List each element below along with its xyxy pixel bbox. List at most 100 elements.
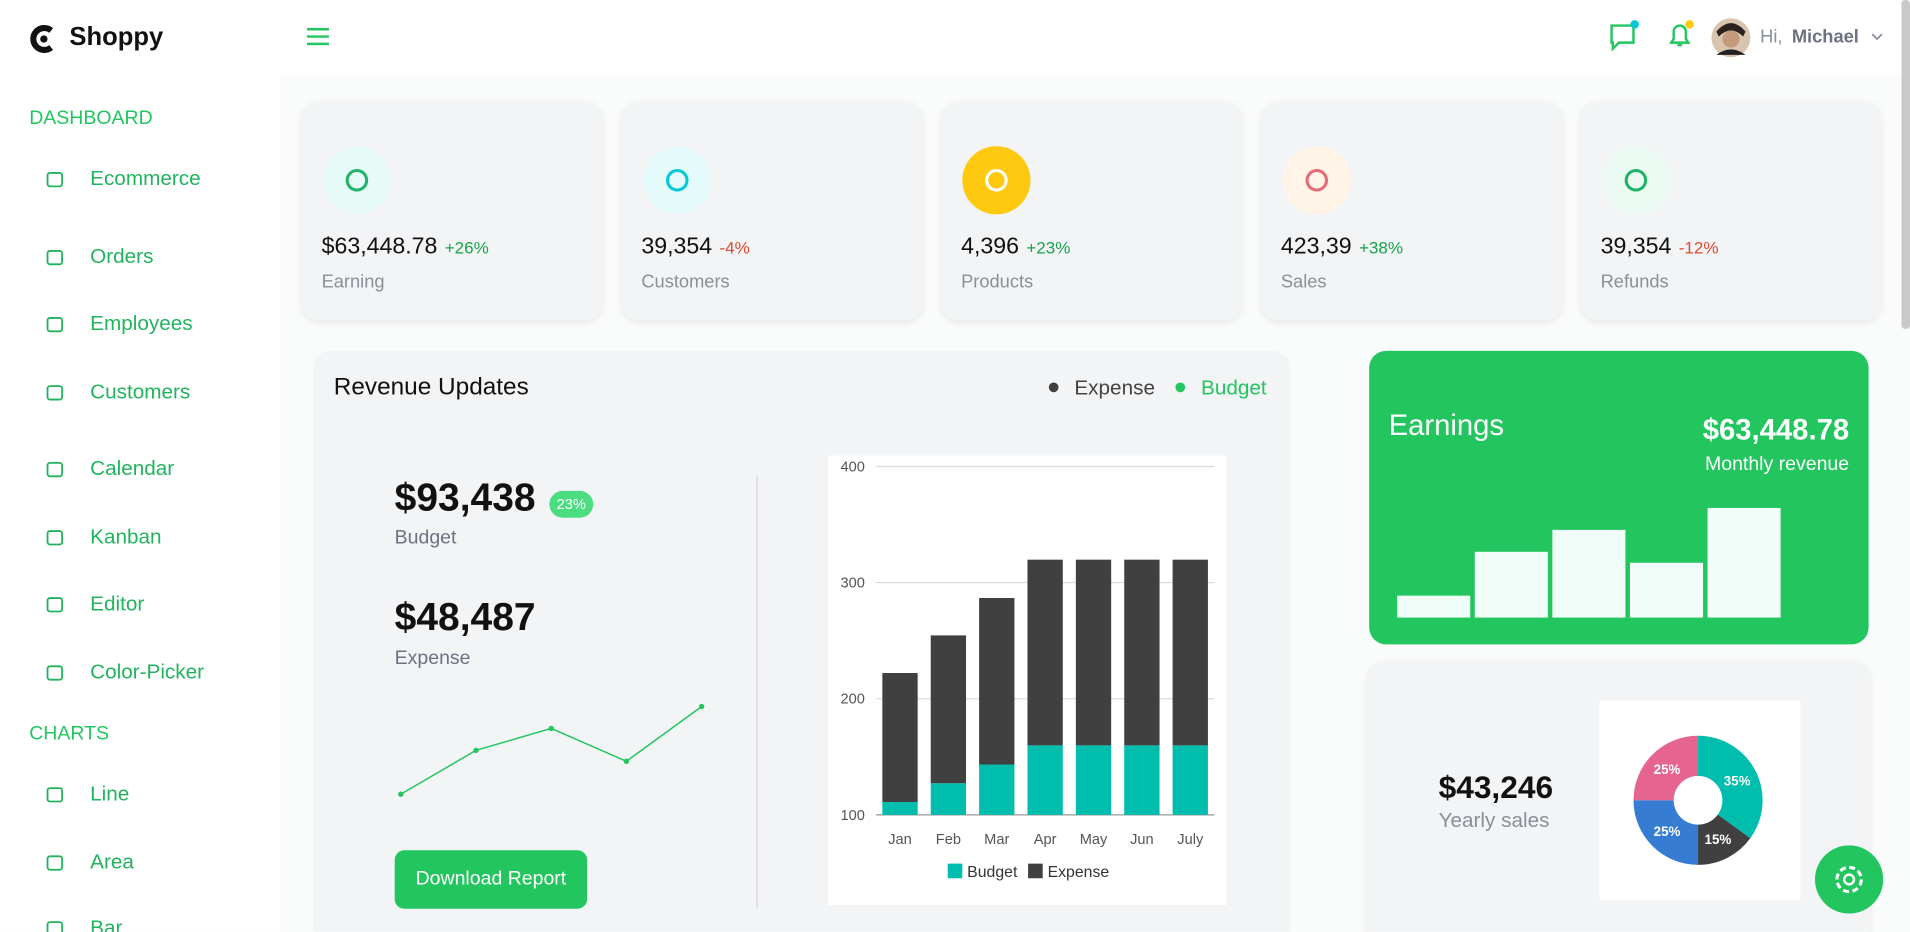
stat-value: 39,354 [1600, 233, 1672, 260]
icon-shape [46, 855, 64, 871]
stat-card: 39,354 -4% Customers [621, 101, 922, 321]
sparkline [398, 703, 705, 797]
stat-label: Sales [1280, 271, 1327, 293]
stat-icon [322, 146, 392, 215]
stat-row: 4,396 +23% [961, 234, 1070, 261]
nav-icon [46, 787, 64, 803]
nav-item[interactable]: Editor [90, 592, 145, 616]
bar-segment [1075, 559, 1112, 746]
scrollbar[interactable] [1901, 0, 1910, 329]
icon-bg [322, 146, 392, 215]
stat-change: +26% [444, 237, 489, 258]
icon-shape [46, 530, 64, 546]
sparkline-point [548, 725, 554, 732]
notification-button[interactable] [1665, 18, 1697, 52]
section-title: CHARTS [29, 723, 110, 745]
legend-dot [1175, 382, 1186, 393]
user-dropdown[interactable] [1871, 32, 1883, 42]
bar-segment [930, 783, 967, 815]
sparkline-point [623, 758, 630, 764]
nav-item[interactable]: Color-Picker [90, 660, 205, 684]
bar-segment [979, 764, 1015, 815]
user-name[interactable]: Michael [1791, 26, 1859, 48]
nav-item[interactable]: Bar [90, 916, 123, 932]
pie-slice [1698, 735, 1763, 839]
stat-change: +23% [1026, 237, 1071, 258]
nav-item[interactable]: Kanban [90, 525, 162, 549]
stat-icon [642, 146, 711, 215]
x-tick-label: Jun [1130, 832, 1154, 848]
menu-button[interactable] [306, 26, 330, 48]
stat-card: 423,39 +38% Sales [1261, 101, 1562, 321]
bar-segment [1075, 745, 1112, 815]
nav-item[interactable]: Line [90, 782, 130, 806]
yearly-amount: $43,246 [1438, 768, 1554, 806]
bar-segment [1027, 559, 1063, 746]
icon-glyph [345, 169, 369, 192]
stat-value: 4,396 [961, 233, 1020, 260]
nav-icon [46, 385, 64, 401]
bar-segment [1124, 559, 1160, 746]
icon-shape [46, 597, 64, 613]
stat-label: Products [961, 271, 1034, 293]
x-tick-label: Feb [936, 832, 961, 848]
yearly-pie: 35% 15% 25% 25% [1599, 700, 1801, 901]
legend-label: Budget [1201, 376, 1267, 400]
icon-shape [46, 317, 64, 333]
earnings-amount: $63,448.78 [1702, 414, 1850, 448]
earnings-subtitle: Monthly revenue [1704, 454, 1850, 476]
earnings-bar [1629, 562, 1704, 618]
nav-icon [46, 250, 64, 266]
pie-slice [1633, 800, 1699, 865]
stat-row: $63,448.78 +26% [322, 234, 489, 261]
icon-bg [1282, 146, 1351, 215]
icon-shape [46, 665, 64, 681]
earnings-bar [1397, 595, 1471, 618]
sparkline-point [698, 703, 705, 710]
bar-segment [882, 802, 918, 815]
nav-item[interactable]: Customers [90, 380, 191, 404]
bars [882, 559, 1208, 815]
icon-shape [46, 385, 64, 401]
stat-row: 423,39 +38% [1281, 234, 1403, 261]
nav-item[interactable]: Orders [90, 244, 154, 268]
icon-glyph [1624, 169, 1648, 192]
legend-label: Expense [1048, 864, 1110, 881]
y-tick-label: 200 [840, 692, 864, 708]
nav-icon [46, 317, 64, 333]
bar-segment [1027, 745, 1063, 815]
budget-badge: 23% [549, 490, 594, 518]
nav-item[interactable]: Area [90, 850, 134, 874]
revenue-chart: 100 200 300 400 Jan Feb Mar Apr May Jun July Budget… [828, 455, 1227, 906]
nav-icon [46, 665, 64, 681]
stat-label: Customers [641, 271, 730, 293]
pie-slice [1698, 814, 1751, 865]
x-tick-label: Jan [888, 832, 912, 848]
bar-segment [1124, 745, 1160, 815]
earnings-bar [1474, 551, 1548, 618]
download-button[interactable]: Download Report [394, 850, 588, 909]
icon-glyph [1304, 169, 1328, 192]
stat-label: Refunds [1600, 271, 1669, 293]
stat-card: 39,354 -12% Refunds [1581, 101, 1881, 321]
pie-label: 25% [1654, 762, 1681, 777]
legend-icon [947, 863, 963, 879]
nav-item[interactable]: Employees [90, 311, 193, 335]
chat-button[interactable] [1608, 19, 1640, 53]
nav-item[interactable]: Calendar [90, 456, 175, 480]
stat-value: $63,448.78 [321, 233, 438, 260]
sparkline-point [398, 791, 404, 797]
icon-shape [46, 461, 64, 478]
bar-segment [1172, 745, 1208, 815]
stat-icon [1601, 146, 1671, 215]
nav-item[interactable]: Ecommerce [90, 166, 201, 191]
stat-row: 39,354 -12% [1601, 234, 1719, 261]
icon-shape [46, 250, 64, 266]
settings-button[interactable] [1814, 845, 1884, 914]
avatar[interactable] [1710, 17, 1751, 58]
legend-label: Expense [1074, 376, 1155, 400]
y-tick-label: 100 [840, 808, 864, 824]
sparkline-point [473, 747, 479, 754]
yearly-label: Yearly sales [1438, 808, 1550, 832]
expense-amount: $48,487 [394, 594, 536, 639]
